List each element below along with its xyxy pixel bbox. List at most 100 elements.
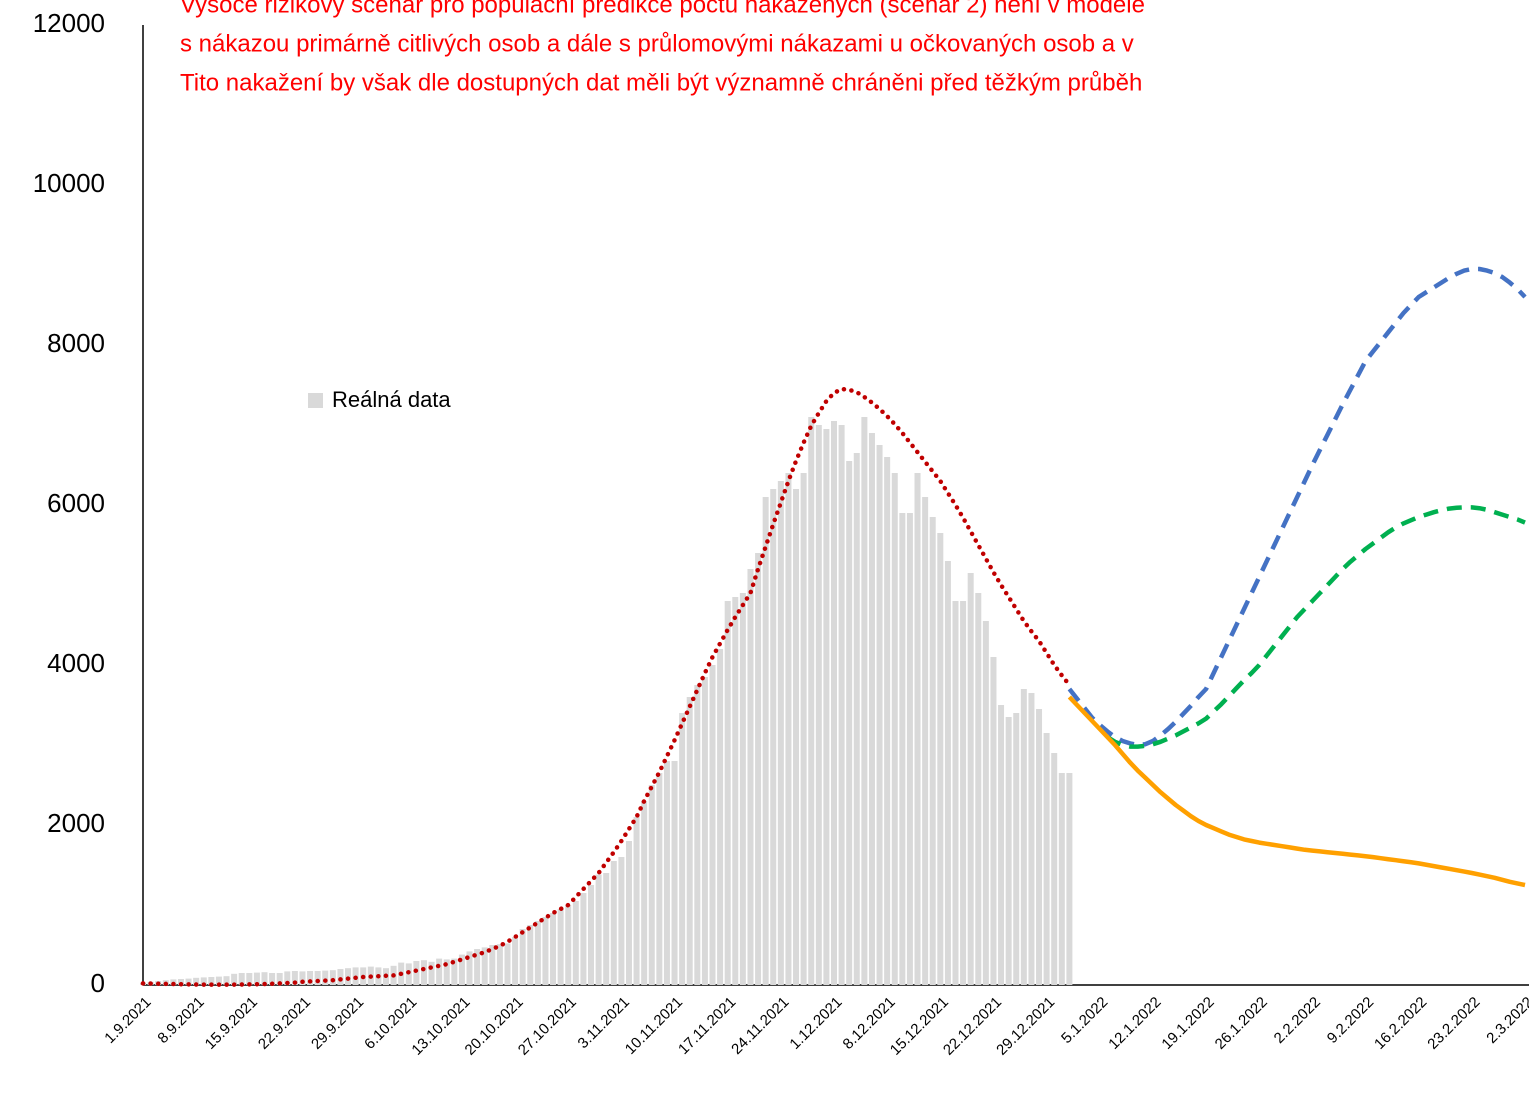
bar: [838, 425, 845, 985]
bar: [565, 905, 572, 985]
bar: [291, 971, 298, 985]
bar: [572, 901, 579, 985]
bar: [990, 657, 997, 985]
y-tick-label: 6000: [47, 488, 105, 518]
bar: [891, 473, 898, 985]
bar: [208, 977, 215, 985]
bar: [876, 445, 883, 985]
bar: [458, 954, 465, 985]
x-tick-label: 27.10.2021: [515, 994, 580, 1059]
bar: [944, 561, 951, 985]
bar: [1005, 717, 1012, 985]
bar: [982, 621, 989, 985]
bar: [846, 461, 853, 985]
bar: [747, 569, 754, 985]
bar: [1020, 689, 1027, 985]
bar: [724, 601, 731, 985]
bar: [322, 970, 329, 985]
bar: [420, 960, 427, 985]
bar: [739, 593, 746, 985]
y-tick-label: 0: [91, 968, 105, 998]
bar: [215, 976, 222, 985]
bar: [967, 573, 974, 985]
bar: [193, 977, 200, 985]
bar: [1058, 773, 1065, 985]
bar: [960, 601, 967, 985]
bar: [466, 951, 473, 985]
legend-label: Reálná data: [332, 387, 451, 412]
bar: [815, 425, 822, 985]
x-tick-label: 29.9.2021: [308, 994, 367, 1053]
bar: [337, 969, 344, 985]
bar: [1028, 693, 1035, 985]
bar: [671, 761, 678, 985]
bar: [1043, 733, 1050, 985]
bar: [808, 417, 815, 985]
bar: [580, 893, 587, 985]
bar: [899, 513, 906, 985]
bar: [474, 949, 481, 985]
bar: [868, 433, 875, 985]
bar: [314, 971, 321, 985]
bar: [253, 972, 260, 985]
annotation: s nákazou primárně citlivých osob a dále…: [180, 30, 1134, 57]
bar: [428, 961, 435, 985]
bar: [694, 685, 701, 985]
bar: [550, 913, 557, 985]
y-tick-label: 12000: [33, 8, 105, 38]
bar: [284, 971, 291, 985]
bar: [701, 677, 708, 985]
bar: [656, 773, 663, 985]
bar: [929, 517, 936, 985]
y-tick-label: 8000: [47, 328, 105, 358]
bar: [625, 841, 632, 985]
bar: [329, 970, 336, 985]
bar: [512, 937, 519, 985]
bar: [641, 801, 648, 985]
bar: [223, 976, 230, 985]
bar: [1036, 709, 1043, 985]
x-tick-label: 22.9.2021: [255, 994, 314, 1053]
bar: [200, 977, 207, 985]
bar: [1013, 713, 1020, 985]
bar: [557, 909, 564, 985]
bar: [489, 945, 496, 985]
legend-swatch: [308, 393, 323, 408]
bar: [185, 978, 192, 985]
bar: [238, 973, 245, 985]
bar: [831, 421, 837, 985]
bar: [770, 489, 777, 985]
bar: [914, 473, 921, 985]
x-tick-label: 29.12.2021: [993, 994, 1058, 1059]
bar: [663, 761, 670, 985]
bar: [588, 885, 595, 985]
bar: [504, 943, 511, 985]
bar: [595, 874, 602, 985]
x-tick-label: 16.2.2022: [1371, 994, 1430, 1053]
bar: [618, 857, 625, 985]
bar: [906, 513, 913, 985]
bar: [610, 861, 617, 985]
line-series: [1067, 266, 1527, 748]
bar: [451, 958, 458, 985]
x-tick-label: 2.3.2022: [1483, 994, 1529, 1047]
x-tick-label: 2.2.2022: [1271, 994, 1324, 1047]
bar: [276, 973, 283, 985]
bar: [823, 429, 830, 985]
x-tick-label: 12.1.2022: [1105, 994, 1164, 1053]
bar: [527, 925, 534, 985]
bar: [853, 453, 860, 985]
bar: [413, 961, 420, 985]
x-tick-label: 19.1.2022: [1159, 994, 1218, 1053]
x-tick-label: 15.9.2021: [202, 994, 261, 1053]
annotation: Tito nakažení by však dle dostupných dat…: [180, 69, 1142, 96]
bar: [975, 593, 982, 985]
bar: [686, 697, 693, 985]
bar: [861, 417, 868, 985]
y-tick-label: 10000: [33, 168, 105, 198]
bar: [679, 713, 686, 985]
bar: [261, 972, 268, 985]
bar: [717, 649, 724, 985]
